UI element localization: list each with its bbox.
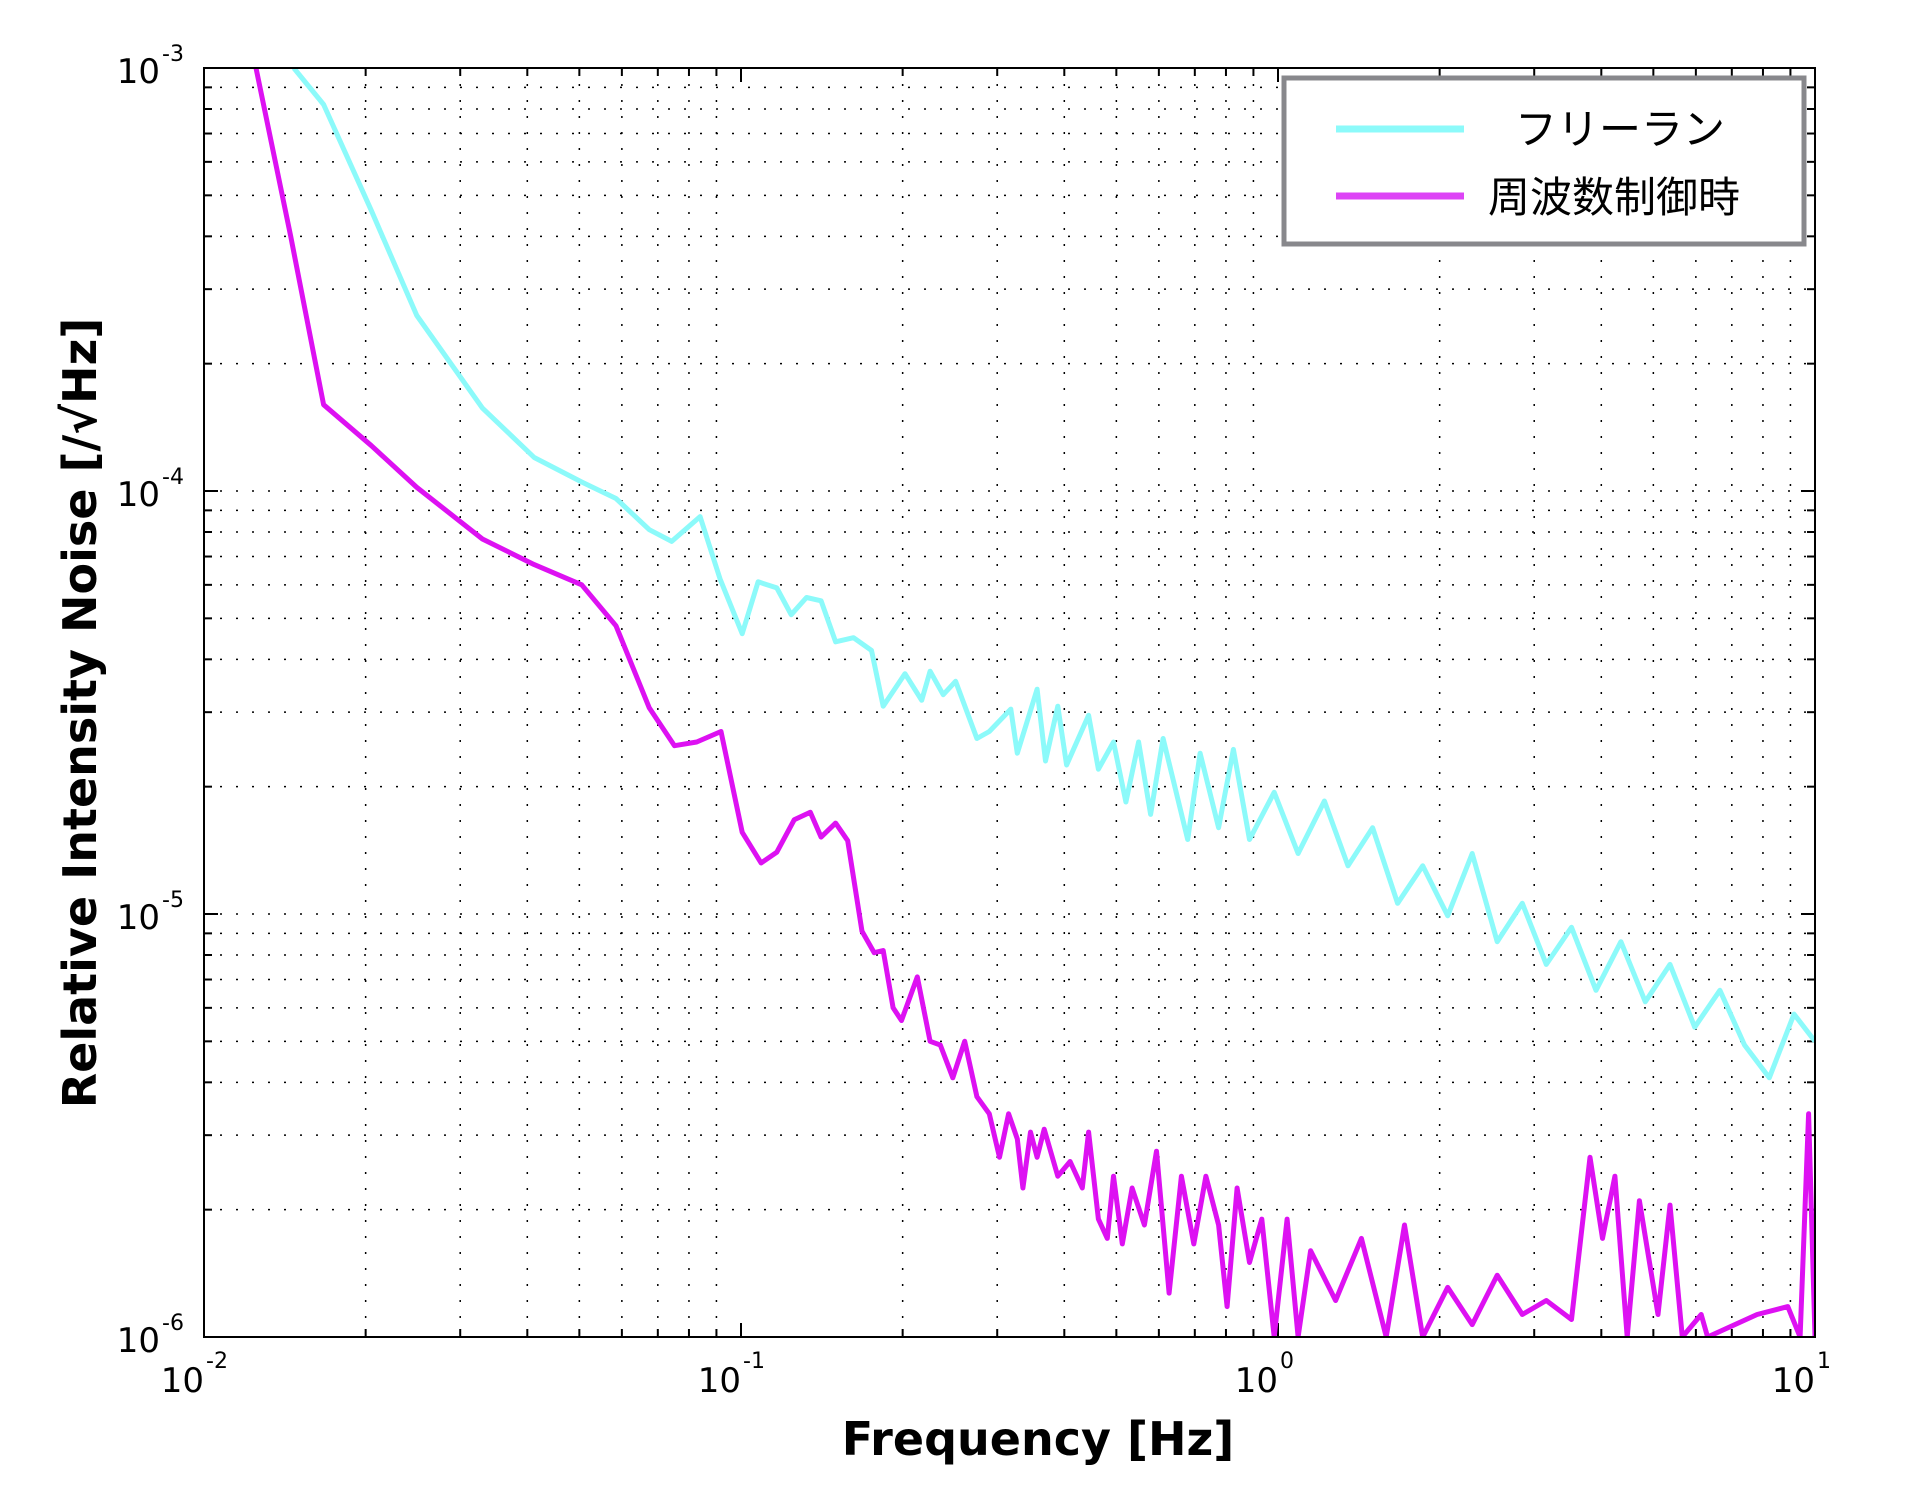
y-tick-exp: -5	[162, 888, 184, 913]
y-tick-label: 10	[117, 475, 160, 515]
x-axis-label: Frequency [Hz]	[842, 1412, 1235, 1466]
y-tick-label: 10	[117, 52, 160, 92]
plot-frame	[203, 67, 1816, 1338]
y-tick-exp: -6	[162, 1311, 184, 1336]
x-tick-label: 10	[161, 1361, 204, 1401]
y-tick-labels: 10 -6 10 -5 10 -4 10 -3	[117, 42, 184, 1361]
legend-box	[1281, 75, 1807, 247]
series-line-0	[291, 68, 1815, 1081]
legend: フリーラン 周波数制御時	[1281, 75, 1807, 247]
x-tick-labels: 10 -2 10 -1 10 0 10 1	[161, 1349, 1831, 1401]
x-tick-label: 10	[698, 1361, 741, 1401]
x-tick-label: 10	[1235, 1361, 1278, 1401]
x-tick-exp: -1	[743, 1349, 765, 1374]
series-lines	[253, 68, 1815, 1337]
legend-label-frequency-control: 周波数制御時	[1488, 173, 1740, 222]
y-tick-exp: -4	[162, 465, 184, 490]
x-tick-exp: -2	[206, 1349, 228, 1374]
axis-ticks	[203, 68, 1815, 1338]
y-tick-exp: -3	[162, 42, 184, 67]
x-tick-exp: 0	[1280, 1349, 1294, 1374]
plot-area	[204, 68, 1815, 1337]
x-tick-exp: 1	[1817, 1349, 1831, 1374]
y-tick-label: 10	[117, 898, 160, 938]
series-line-1	[253, 68, 1815, 1337]
y-tick-label: 10	[117, 1321, 160, 1361]
grid	[204, 68, 1815, 1337]
legend-label-free-run: フリーラン	[1515, 105, 1725, 154]
x-tick-label: 10	[1772, 1361, 1815, 1401]
y-axis-label: Relative Intensity Noise [/√Hz]	[53, 318, 107, 1109]
